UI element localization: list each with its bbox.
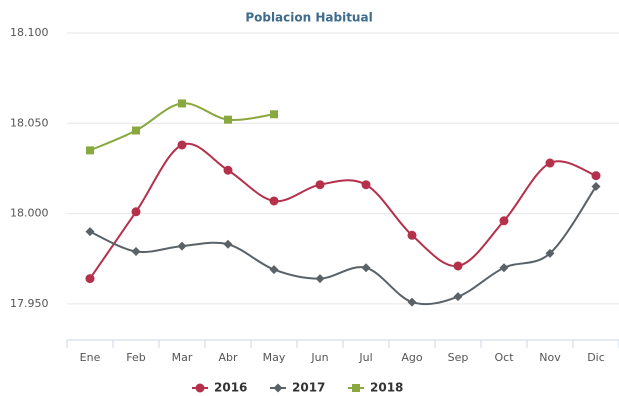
point	[453, 292, 463, 302]
series-line	[89, 142, 597, 280]
point	[273, 383, 283, 393]
x-tick-label: Mar	[172, 351, 193, 364]
x-tick-label: Jul	[358, 351, 372, 364]
y-tick-label: 18.100	[10, 26, 49, 39]
point	[361, 180, 371, 190]
point	[591, 171, 601, 181]
chart-title: Poblacion Habitual	[245, 11, 372, 25]
x-tick-label: Feb	[126, 351, 145, 364]
legend-label: 2017	[292, 381, 325, 395]
point	[545, 158, 555, 168]
legend-label: 2018	[370, 381, 403, 395]
point	[352, 384, 360, 392]
x-tick-label: Dic	[587, 351, 605, 364]
point	[361, 263, 371, 273]
y-tick-label: 18.000	[10, 207, 49, 220]
point	[224, 115, 232, 124]
point	[178, 99, 186, 108]
point	[269, 265, 279, 275]
point	[499, 216, 509, 226]
point	[177, 140, 187, 150]
point	[132, 126, 140, 135]
point	[131, 207, 141, 217]
point	[407, 230, 417, 240]
x-tick-label: Abr	[218, 351, 238, 364]
point	[223, 165, 233, 175]
point	[85, 227, 95, 237]
y-tick-label: 18.050	[10, 116, 49, 129]
point	[545, 248, 555, 258]
point	[195, 383, 205, 393]
point	[86, 146, 94, 155]
point	[453, 261, 463, 271]
x-tick-label: Nov	[539, 351, 561, 364]
x-tick-label: May	[263, 351, 286, 364]
series-line	[89, 185, 597, 306]
point	[499, 263, 509, 273]
x-tick-label: Ene	[80, 351, 101, 364]
x-tick-label: Sep	[448, 351, 469, 364]
point	[315, 180, 325, 190]
point	[270, 110, 278, 119]
x-tick-label: Ago	[401, 351, 423, 364]
point	[407, 297, 417, 307]
legend-label: 2016	[214, 381, 247, 395]
point	[131, 247, 141, 257]
x-tick-label: Jun	[310, 351, 328, 364]
y-tick-label: 17.950	[10, 297, 49, 310]
point	[269, 196, 279, 206]
x-tick-label: Oct	[494, 351, 514, 364]
point	[85, 274, 95, 284]
point	[591, 182, 601, 191]
point	[223, 239, 233, 249]
point	[177, 241, 187, 251]
point	[315, 274, 325, 284]
